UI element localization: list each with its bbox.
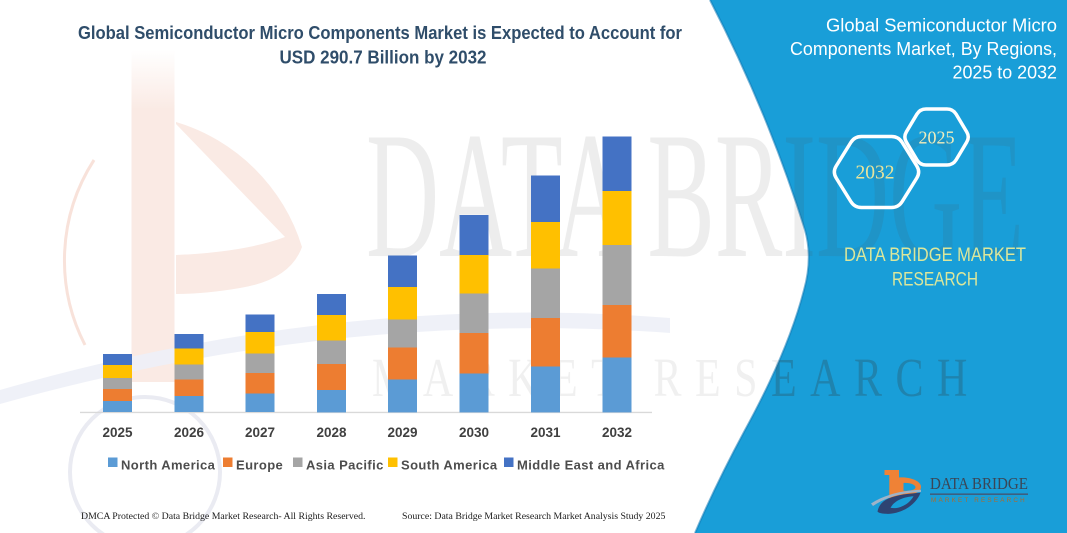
svg-text:2026: 2026	[174, 425, 205, 440]
svg-text:North America: North America	[121, 458, 216, 473]
svg-text:South America: South America	[401, 458, 498, 473]
svg-text:MARKET RESEARCH: MARKET RESEARCH	[931, 497, 1027, 504]
svg-text:Global Semiconductor Micro Com: Global Semiconductor Micro Components Ma…	[78, 23, 682, 43]
svg-text:2025 to 2032: 2025 to 2032	[953, 63, 1058, 83]
svg-text:DATA BRIDGE: DATA BRIDGE	[930, 474, 1028, 493]
svg-text:MARKET RESEARCH: MARKET RESEARCH	[372, 348, 981, 409]
svg-text:2030: 2030	[459, 425, 489, 440]
svg-text:RESEARCH: RESEARCH	[892, 270, 978, 291]
svg-text:DATA BRIDGE MARKET: DATA BRIDGE MARKET	[844, 245, 1026, 266]
svg-text:DATA BRIDGE: DATA BRIDGE	[366, 94, 1024, 295]
svg-text:Middle East and Africa: Middle East and Africa	[517, 458, 665, 473]
svg-text:USD 290.7 Billion by 2032: USD 290.7 Billion by 2032	[280, 47, 487, 67]
svg-text:2029: 2029	[387, 425, 417, 440]
svg-text:Europe: Europe	[236, 458, 283, 473]
svg-text:2025: 2025	[102, 425, 133, 440]
svg-text:Global Semiconductor Micro: Global Semiconductor Micro	[826, 16, 1057, 36]
svg-text:Asia Pacific: Asia Pacific	[306, 458, 384, 473]
svg-text:2025: 2025	[919, 128, 955, 148]
svg-text:Source: Data Bridge Market Res: Source: Data Bridge Market Research Mark…	[402, 511, 665, 522]
svg-text:DMCA Protected © Data Bridge M: DMCA Protected © Data Bridge Market Rese…	[81, 511, 365, 522]
svg-text:2031: 2031	[530, 425, 561, 440]
svg-text:2028: 2028	[316, 425, 347, 440]
svg-text:Components Market, By Regions,: Components Market, By Regions,	[790, 39, 1057, 59]
svg-text:2027: 2027	[245, 425, 275, 440]
svg-text:2032: 2032	[602, 425, 632, 440]
svg-text:2032: 2032	[856, 163, 895, 184]
